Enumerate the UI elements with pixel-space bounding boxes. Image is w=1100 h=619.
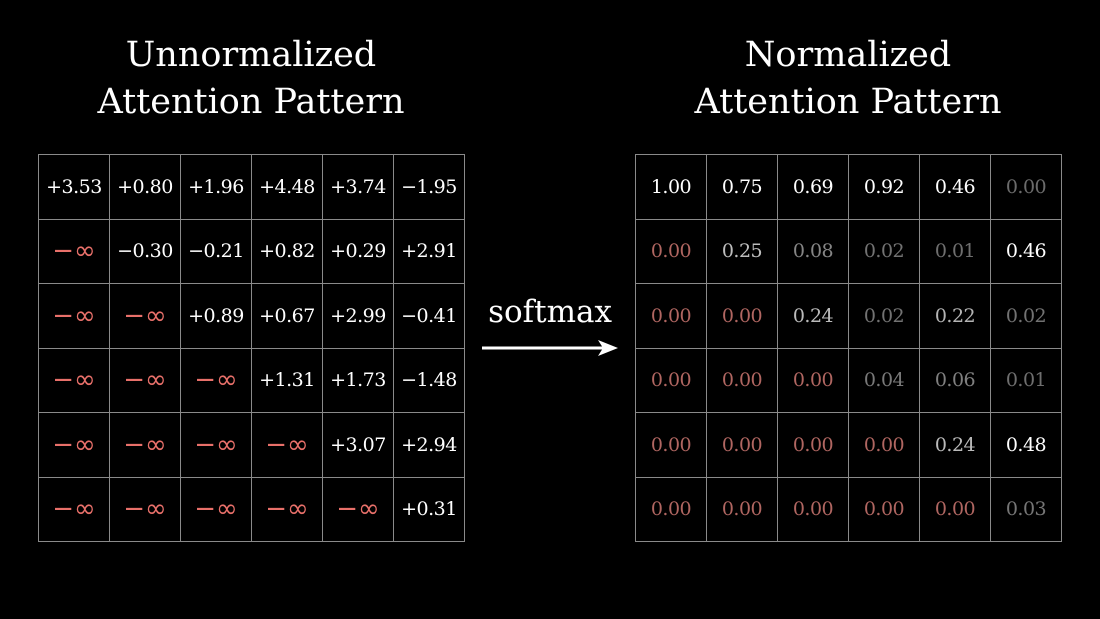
unnormalized-cell-r3-c1: −∞: [110, 348, 181, 413]
normalized-title-line-1: Normalized: [744, 35, 952, 75]
normalized-cell-r4-c3: 0.00: [849, 413, 920, 478]
normalized-cell-r2-c3: 0.02: [849, 284, 920, 349]
unnormalized-cell-r4-c5: +2.94: [394, 413, 465, 478]
unnormalized-cell-r2-c5: −0.41: [394, 284, 465, 349]
normalized-cell-r0-c2: 0.69: [778, 155, 849, 220]
normalized-cell-r3-c2: 0.00: [778, 348, 849, 413]
unnormalized-cell-r5-c3: −∞: [252, 477, 323, 542]
unnormalized-cell-r2-c1: −∞: [110, 284, 181, 349]
unnormalized-title-line-1: Unnormalized: [125, 35, 377, 75]
normalized-title: Normalized Attention Pattern: [648, 32, 1048, 126]
normalized-cell-r3-c1: 0.00: [707, 348, 778, 413]
unnormalized-title: Unnormalized Attention Pattern: [51, 32, 451, 126]
normalized-cell-r1-c0: 0.00: [636, 219, 707, 284]
unnormalized-cell-r3-c3: +1.31: [252, 348, 323, 413]
normalized-cell-r0-c5: 0.00: [991, 155, 1062, 220]
normalized-cell-r3-c0: 0.00: [636, 348, 707, 413]
normalized-cell-r2-c0: 0.00: [636, 284, 707, 349]
normalized-title-line-2: Attention Pattern: [694, 82, 1002, 122]
normalized-cell-r3-c3: 0.04: [849, 348, 920, 413]
softmax-label: softmax: [488, 294, 612, 330]
unnormalized-cell-r0-c5: −1.95: [394, 155, 465, 220]
unnormalized-cell-r0-c4: +3.74: [323, 155, 394, 220]
normalized-cell-r5-c0: 0.00: [636, 477, 707, 542]
unnormalized-cell-r3-c4: +1.73: [323, 348, 394, 413]
unnormalized-cell-r0-c1: +0.80: [110, 155, 181, 220]
normalized-cell-r5-c2: 0.00: [778, 477, 849, 542]
unnormalized-cell-r4-c3: −∞: [252, 413, 323, 478]
unnormalized-cell-r2-c4: +2.99: [323, 284, 394, 349]
unnormalized-cell-r1-c5: +2.91: [394, 219, 465, 284]
normalized-cell-r2-c2: 0.24: [778, 284, 849, 349]
unnormalized-cell-r3-c2: −∞: [181, 348, 252, 413]
unnormalized-matrix: +3.53 +0.80 +1.96 +4.48 +3.74 −1.95 −∞ −0.30 −0.…: [38, 154, 465, 542]
unnormalized-cell-r0-c0: +3.53: [39, 155, 110, 220]
normalized-cell-r1-c1: 0.25: [707, 219, 778, 284]
unnormalized-cell-r0-c3: +4.48: [252, 155, 323, 220]
normalized-cell-r1-c5: 0.46: [991, 219, 1062, 284]
unnormalized-cell-r3-c0: −∞: [39, 348, 110, 413]
arrow-head: [598, 340, 618, 356]
unnormalized-cell-r1-c2: −0.21: [181, 219, 252, 284]
unnormalized-cell-r5-c5: +0.31: [394, 477, 465, 542]
normalized-matrix: 1.00 0.75 0.69 0.92 0.46 0.00 0.00 0.25 0.08 0.02…: [635, 154, 1062, 542]
normalized-cell-r5-c5: 0.03: [991, 477, 1062, 542]
right-arrow-icon: [482, 340, 618, 356]
unnormalized-cell-r2-c2: +0.89: [181, 284, 252, 349]
unnormalized-cell-r3-c5: −1.48: [394, 348, 465, 413]
normalized-cell-r2-c1: 0.00: [707, 284, 778, 349]
normalized-cell-r0-c3: 0.92: [849, 155, 920, 220]
unnormalized-cell-r4-c0: −∞: [39, 413, 110, 478]
normalized-cell-r4-c5: 0.48: [991, 413, 1062, 478]
unnormalized-cell-r1-c1: −0.30: [110, 219, 181, 284]
unnormalized-cell-r2-c3: +0.67: [252, 284, 323, 349]
normalized-cell-r1-c2: 0.08: [778, 219, 849, 284]
unnormalized-cell-r0-c2: +1.96: [181, 155, 252, 220]
unnormalized-cell-r4-c1: −∞: [110, 413, 181, 478]
normalized-cell-r0-c0: 1.00: [636, 155, 707, 220]
unnormalized-cell-r4-c4: +3.07: [323, 413, 394, 478]
normalized-cell-r4-c4: 0.24: [920, 413, 991, 478]
normalized-cell-r1-c3: 0.02: [849, 219, 920, 284]
normalized-cell-r0-c1: 0.75: [707, 155, 778, 220]
normalized-cell-r4-c2: 0.00: [778, 413, 849, 478]
unnormalized-cell-r4-c2: −∞: [181, 413, 252, 478]
normalized-cell-r5-c1: 0.00: [707, 477, 778, 542]
normalized-cell-r2-c4: 0.22: [920, 284, 991, 349]
normalized-cell-r3-c4: 0.06: [920, 348, 991, 413]
unnormalized-cell-r1-c3: +0.82: [252, 219, 323, 284]
unnormalized-cell-r5-c2: −∞: [181, 477, 252, 542]
unnormalized-cell-r1-c4: +0.29: [323, 219, 394, 284]
normalized-cell-r5-c3: 0.00: [849, 477, 920, 542]
unnormalized-cell-r5-c0: −∞: [39, 477, 110, 542]
normalized-cell-r4-c0: 0.00: [636, 413, 707, 478]
unnormalized-cell-r1-c0: −∞: [39, 219, 110, 284]
unnormalized-cell-r5-c4: −∞: [323, 477, 394, 542]
normalized-cell-r4-c1: 0.00: [707, 413, 778, 478]
normalized-cell-r2-c5: 0.02: [991, 284, 1062, 349]
unnormalized-cell-r5-c1: −∞: [110, 477, 181, 542]
normalized-cell-r0-c4: 0.46: [920, 155, 991, 220]
unnormalized-title-line-2: Attention Pattern: [97, 82, 405, 122]
normalized-cell-r3-c5: 0.01: [991, 348, 1062, 413]
normalized-cell-r5-c4: 0.00: [920, 477, 991, 542]
unnormalized-cell-r2-c0: −∞: [39, 284, 110, 349]
normalized-cell-r1-c4: 0.01: [920, 219, 991, 284]
